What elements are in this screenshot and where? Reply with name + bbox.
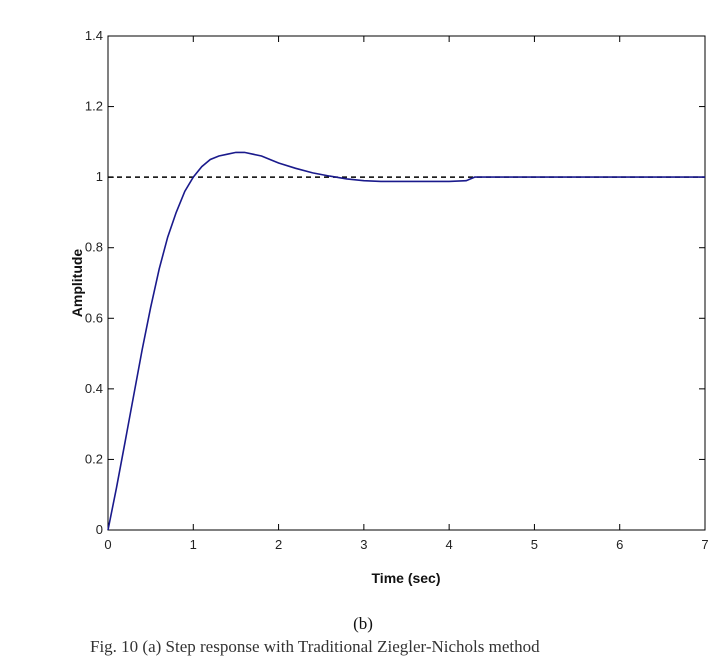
x-axis-label: Time (sec) — [372, 570, 441, 586]
x-tick-label: 2 — [275, 537, 282, 552]
x-tick-label: 1 — [190, 537, 197, 552]
y-tick-label: 1 — [96, 169, 103, 184]
figure-sublabel: (b) — [353, 614, 373, 633]
x-tick-label: 3 — [360, 537, 367, 552]
tick-labels-layer: 0 1 2 3 4 5 6 7 0 0.2 0.4 0.6 0.8 1 1.2 1.4 — [85, 28, 709, 552]
ticks-layer — [107, 35, 706, 531]
plot-frame — [107, 35, 706, 531]
figure-caption: Fig. 10 (a) Step response with Tradition… — [90, 637, 540, 656]
series-line — [107, 151, 705, 531]
x-tick-label: 4 — [446, 537, 453, 552]
y-axis-label: Amplitude — [69, 249, 85, 318]
y-tick-label: 0 — [96, 522, 103, 537]
y-tick-label: 1.2 — [85, 99, 103, 114]
y-tick-label: 0.6 — [85, 310, 103, 325]
y-tick-label: 0.2 — [85, 451, 103, 466]
x-tick-label: 5 — [531, 537, 538, 552]
y-tick-label: 0.8 — [85, 240, 103, 255]
x-tick-label: 0 — [104, 537, 111, 552]
x-tick-label: 6 — [616, 537, 623, 552]
x-tick-label: 7 — [701, 537, 708, 552]
y-tick-label: 0.4 — [85, 381, 103, 396]
y-tick-label: 1.4 — [85, 28, 103, 43]
